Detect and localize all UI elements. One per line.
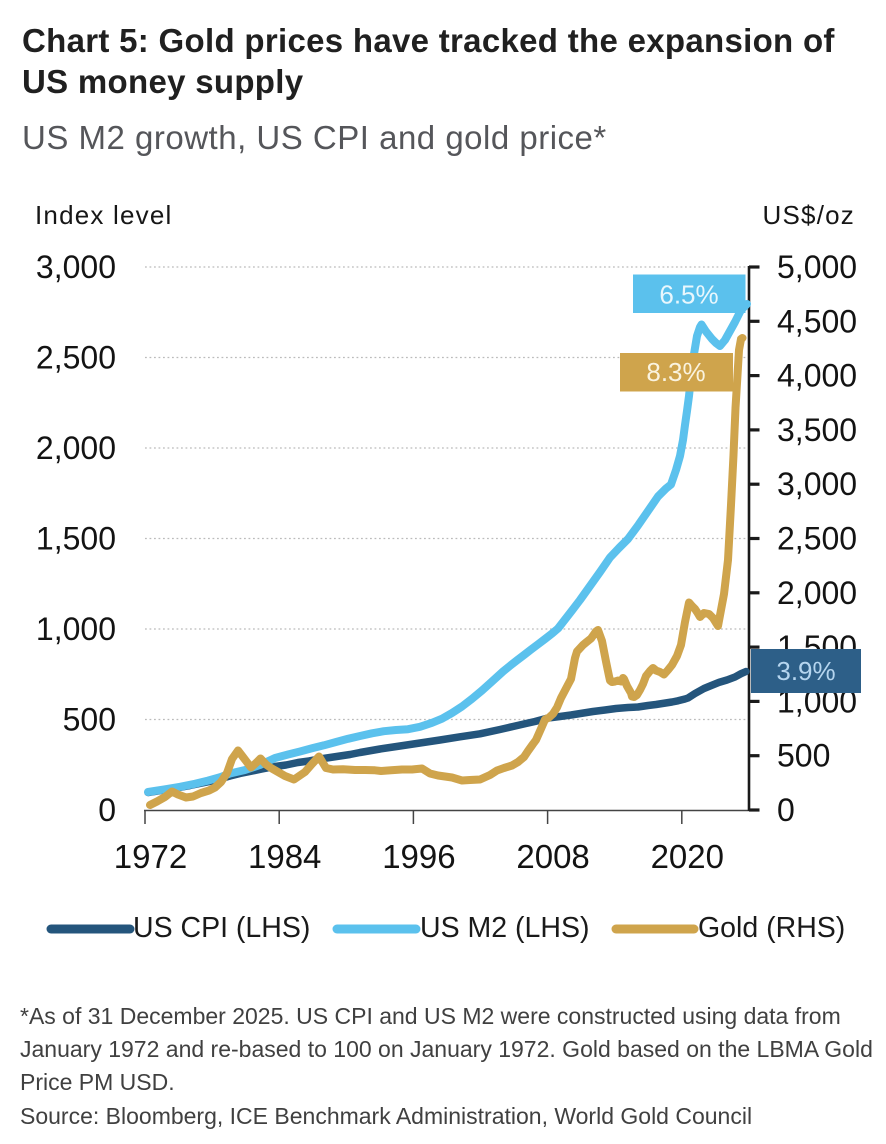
svg-text:US M2 (LHS): US M2 (LHS) [420, 912, 589, 944]
svg-text:1984: 1984 [248, 838, 321, 875]
svg-text:3,000: 3,000 [777, 466, 857, 502]
svg-text:1972: 1972 [114, 838, 187, 875]
svg-text:5,000: 5,000 [777, 249, 857, 285]
svg-text:US CPI (LHS): US CPI (LHS) [133, 912, 310, 944]
svg-text:US$/oz: US$/oz [763, 200, 855, 230]
svg-text:Index level: Index level [35, 200, 173, 230]
svg-text:0: 0 [777, 792, 795, 828]
svg-text:2,500: 2,500 [36, 340, 116, 376]
svg-text:2020: 2020 [651, 838, 724, 875]
svg-text:500: 500 [777, 738, 830, 774]
svg-text:8.3%: 8.3% [646, 357, 705, 387]
svg-text:2008: 2008 [516, 838, 589, 875]
svg-text:3,500: 3,500 [777, 412, 857, 448]
svg-text:2,000: 2,000 [777, 575, 857, 611]
svg-text:3.9%: 3.9% [776, 656, 835, 686]
svg-text:4,500: 4,500 [777, 303, 857, 339]
svg-text:1,500: 1,500 [36, 521, 116, 557]
svg-text:6.5%: 6.5% [659, 280, 718, 310]
svg-text:0: 0 [98, 792, 116, 828]
svg-text:2,500: 2,500 [777, 521, 857, 557]
svg-text:3,000: 3,000 [36, 249, 116, 285]
svg-text:Gold (RHS): Gold (RHS) [698, 912, 845, 944]
svg-text:2,000: 2,000 [36, 430, 116, 466]
svg-text:1,000: 1,000 [36, 611, 116, 647]
svg-text:4,000: 4,000 [777, 358, 857, 394]
svg-text:500: 500 [63, 702, 116, 738]
svg-text:1996: 1996 [382, 838, 455, 875]
